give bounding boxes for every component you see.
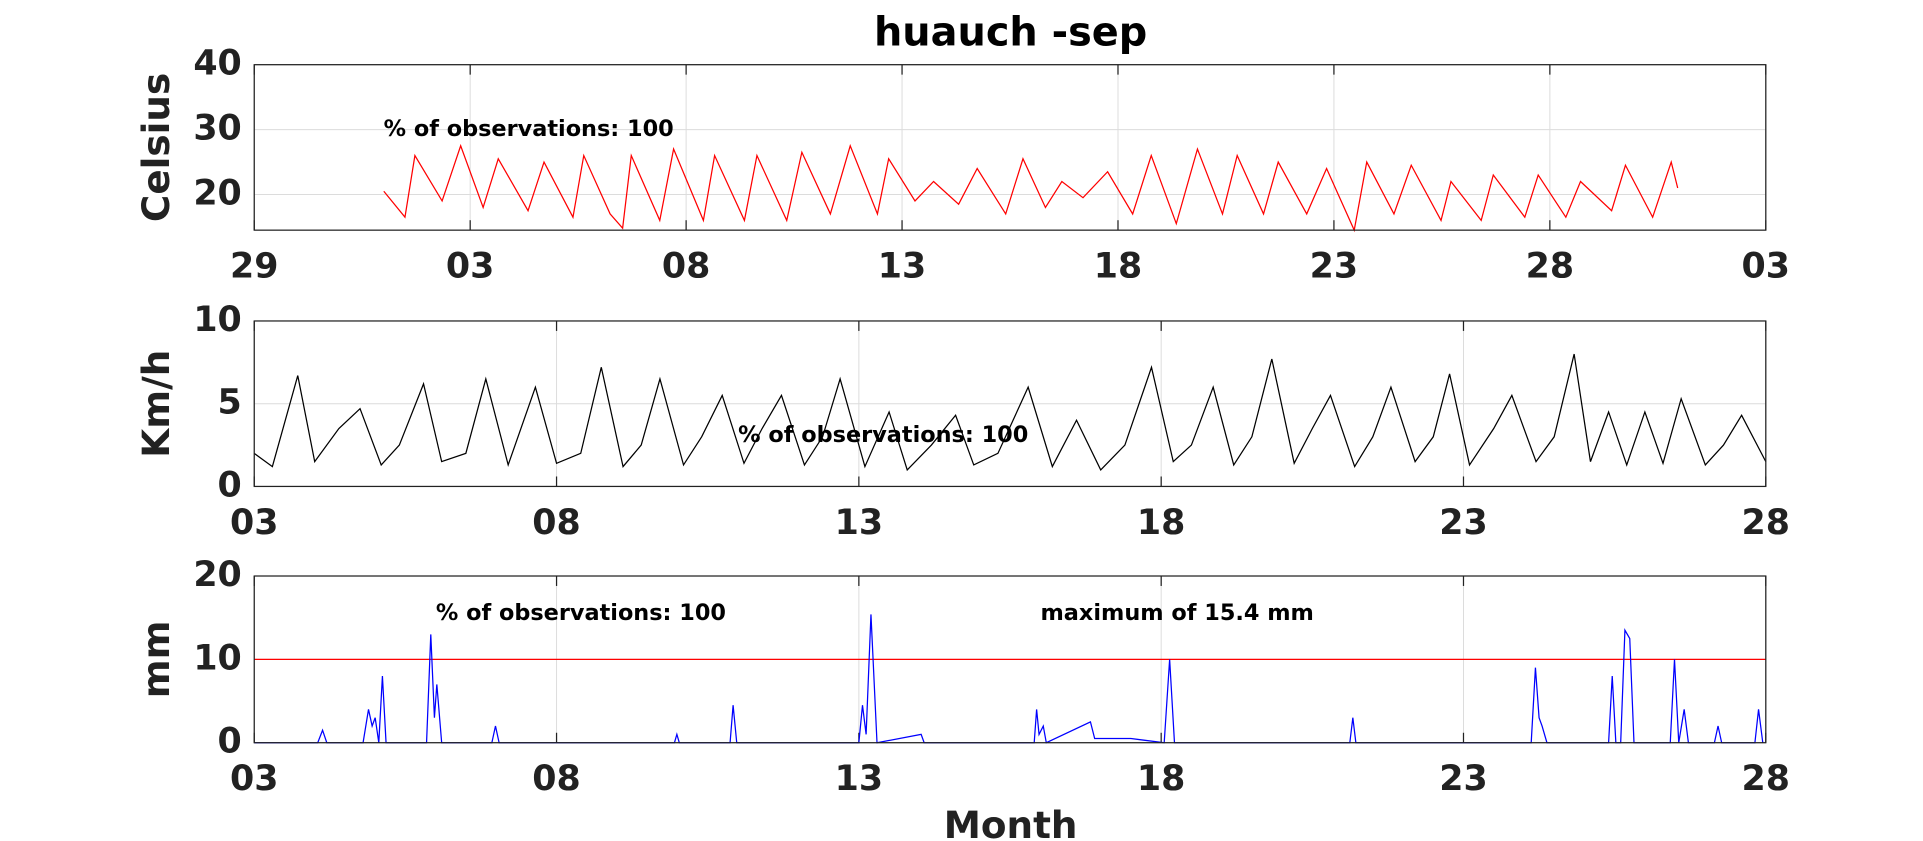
x-tick-label: 23 [1310,246,1358,286]
x-tick-label: 08 [662,246,710,286]
x-tick-label: 28 [1742,503,1790,543]
x-tick-label: 08 [532,503,580,543]
x-tick-label: 13 [878,246,926,286]
data-line [254,614,1764,744]
x-tick-label: 03 [230,759,278,799]
data-line [383,143,1679,233]
x-tick-label: 13 [835,503,883,543]
x-tick-label: 28 [1526,246,1574,286]
x-tick-label: 08 [532,759,580,799]
x-tick-label: 29 [230,246,278,286]
x-tick-label: 23 [1439,759,1487,799]
x-tick-label: 18 [1094,246,1142,286]
x-tick-label: 03 [230,503,278,543]
axes-frame [253,575,1767,744]
y-tick-label: 10 [193,638,241,678]
axes-frame [253,320,1767,488]
y-tick-label: 20 [193,555,241,595]
annotation: maximum of 15.4 mm [1040,600,1313,626]
x-tick-label: 18 [1137,503,1185,543]
x-tick-label: 23 [1439,503,1487,543]
data-line [253,353,1767,472]
x-tick-label: 03 [446,246,494,286]
annotation: % of observations: 100 [384,116,674,142]
plot-area [254,64,1766,231]
y-axis-label: Km/h [134,350,178,458]
y-axis-label: mm [134,620,178,698]
axes-frame [253,64,1767,231]
y-tick-label: 30 [193,109,241,149]
annotation: % of observations: 100 [738,422,1028,448]
x-tick-label: 28 [1742,759,1790,799]
y-tick-label: 40 [193,44,241,84]
x-axis-label: Month [944,803,1078,841]
y-tick-label: 10 [193,300,241,340]
y-tick-label: 20 [193,173,241,213]
chart-title: huauch -sep [874,9,1147,55]
annotation: % of observations: 100 [436,600,726,626]
y-tick-label: 0 [218,465,242,505]
x-tick-label: 13 [835,759,883,799]
y-tick-label: 0 [218,722,242,762]
x-tick-label: 03 [1742,246,1790,286]
x-tick-label: 18 [1137,759,1185,799]
y-axis-label: Celsius [134,73,178,222]
y-tick-label: 5 [218,383,242,423]
